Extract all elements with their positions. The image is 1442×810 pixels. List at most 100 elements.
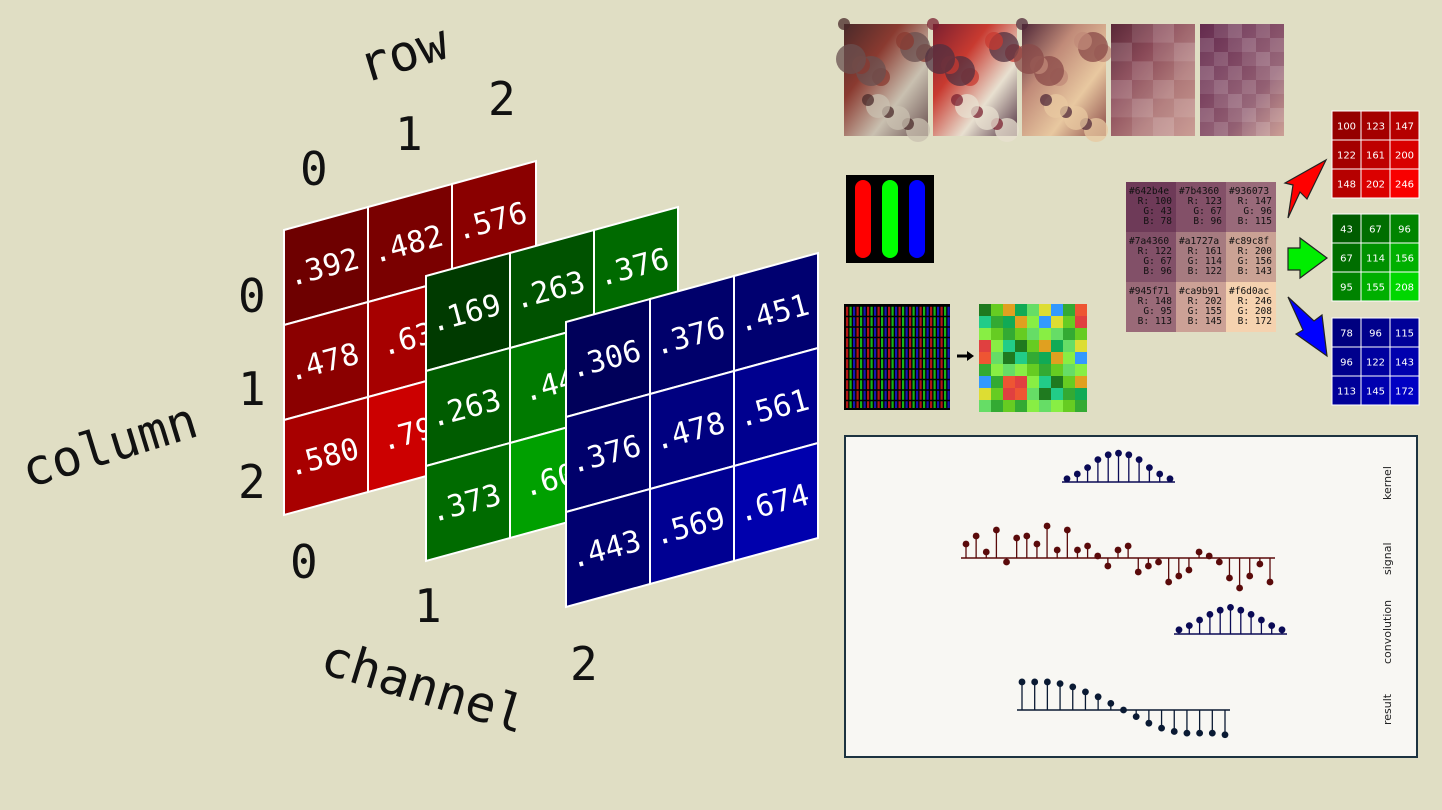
- channel-value: 113: [1337, 387, 1356, 398]
- channel-value: 95: [1340, 283, 1353, 294]
- svg-text:G: 156: G: 156: [1238, 256, 1273, 267]
- svg-text:#c89c8f: #c89c8f: [1229, 236, 1269, 247]
- rgb-bar-1: [882, 180, 898, 258]
- tensor-diagram: .392.482.576.478.63.580.79.169.263.376.2…: [15, 12, 819, 745]
- svg-text:G: 155: G: 155: [1188, 306, 1222, 317]
- image-thumbnails: [836, 18, 1284, 142]
- svg-text:R: 148: R: 148: [1138, 296, 1173, 307]
- subpixel-to-pixel-diagram: [844, 304, 1087, 412]
- arrow-blue-icon: [1287, 296, 1328, 358]
- rgb-bar-2: [909, 180, 925, 258]
- channel-value: 114: [1366, 254, 1385, 265]
- channel-value: 100: [1337, 122, 1356, 133]
- channel-value: 200: [1395, 151, 1414, 162]
- split-arrows: [1283, 158, 1329, 358]
- svg-text:#ca9b91: #ca9b91: [1179, 286, 1219, 297]
- channel-planes: .392.482.576.478.63.580.79.169.263.376.2…: [283, 159, 819, 609]
- channel-plane-blue: .306.376.451.376.478.561.443.569.674: [565, 251, 819, 609]
- signal-label: signal: [1381, 542, 1394, 575]
- cell-blue-2-2: [733, 441, 819, 563]
- svg-text:#642b4e: #642b4e: [1129, 186, 1169, 197]
- panel-frame: [844, 435, 1418, 758]
- channel-value: 208: [1395, 283, 1414, 294]
- svg-text:G: 67: G: 67: [1143, 256, 1172, 267]
- svg-text:B: 172: B: 172: [1238, 316, 1272, 327]
- channel-value: 172: [1395, 387, 1414, 398]
- column-tick-2: 2: [238, 455, 266, 509]
- channel-value: 67: [1340, 254, 1353, 265]
- convolution-panel: kernel signal convolution result: [844, 435, 1418, 758]
- svg-text:#7a4360: #7a4360: [1129, 236, 1169, 247]
- channel-value: 96: [1340, 358, 1353, 369]
- arrow-green-icon: [1287, 236, 1329, 280]
- svg-text:G: 43: G: 43: [1143, 206, 1172, 217]
- svg-text:B: 96: B: 96: [1193, 216, 1222, 227]
- svg-text:R: 246: R: 246: [1238, 296, 1273, 307]
- svg-text:R: 123: R: 123: [1188, 196, 1222, 207]
- column-axis-label: column: [15, 391, 205, 499]
- svg-text:B: 113: B: 113: [1138, 316, 1172, 327]
- svg-text:#f6d0ac: #f6d0ac: [1229, 286, 1269, 297]
- channel-value: 115: [1395, 329, 1414, 340]
- svg-text:#7b4360: #7b4360: [1179, 186, 1219, 197]
- channel-value-grids: 100 123 147 122 161 200 148 202 246 43 67 96 67 114 15…: [1331, 110, 1420, 406]
- channel-value: 148: [1337, 180, 1356, 191]
- svg-text:B: 115: B: 115: [1238, 216, 1272, 227]
- svg-text:B: 143: B: 143: [1238, 266, 1272, 277]
- stem-plot-signal: [961, 522, 1275, 592]
- svg-text:B: 122: B: 122: [1188, 266, 1222, 277]
- column-tick-0: 0: [238, 269, 266, 323]
- result-label: result: [1381, 693, 1394, 725]
- svg-text:#945f71: #945f71: [1129, 286, 1169, 297]
- channel-value: 122: [1366, 358, 1385, 369]
- channel-value: 67: [1369, 225, 1382, 236]
- channel-value: 123: [1366, 122, 1385, 133]
- channel-value: 78: [1340, 329, 1353, 340]
- svg-text:B: 78: B: 78: [1143, 216, 1172, 227]
- stem-plot-result: [1017, 678, 1230, 739]
- channel-value: 156: [1395, 254, 1414, 265]
- svg-text:R: 147: R: 147: [1238, 196, 1272, 207]
- thumbnail-3: [1014, 18, 1112, 142]
- svg-text:G: 114: G: 114: [1188, 256, 1223, 267]
- channel-tick-0: 0: [290, 535, 318, 589]
- channel-value: 143: [1395, 358, 1414, 369]
- channel-value: 155: [1366, 283, 1385, 294]
- channel-value: 145: [1366, 387, 1385, 398]
- channel-value: 122: [1337, 151, 1356, 162]
- rgb-bar-0: [855, 180, 871, 258]
- svg-text:R: 202: R: 202: [1188, 296, 1222, 307]
- svg-text:G: 95: G: 95: [1143, 306, 1172, 317]
- stem-plot-convolution: [1174, 604, 1287, 635]
- row-tick-0: 0: [300, 142, 328, 196]
- channel-tick-1: 1: [414, 579, 442, 633]
- thumbnail-4: [1111, 24, 1195, 136]
- row-tick-2: 2: [488, 72, 516, 126]
- thumbnail-1: [836, 18, 934, 142]
- svg-text:R: 122: R: 122: [1138, 246, 1172, 257]
- kernel-label: kernel: [1381, 466, 1394, 500]
- svg-text:G: 67: G: 67: [1193, 206, 1222, 217]
- channel-tick-2: 2: [570, 637, 598, 691]
- row-axis-label: row: [352, 12, 456, 94]
- stem-plot-kernel: [1062, 449, 1175, 483]
- arrow-right-icon: [957, 351, 974, 361]
- channel-grid-green: 43 67 96 67 114 156 95 155 208: [1331, 213, 1420, 302]
- pixel-mosaic: [979, 304, 1087, 412]
- svg-text:B: 96: B: 96: [1143, 266, 1172, 277]
- subpixel-stripes: [844, 305, 950, 408]
- row-tick-1: 1: [395, 107, 423, 161]
- svg-text:B: 145: B: 145: [1188, 316, 1222, 327]
- convolution-label: convolution: [1381, 600, 1394, 664]
- tick-labels: 0 1 2 0 1 2 0 1 2: [238, 72, 598, 691]
- channel-value: 202: [1366, 180, 1385, 191]
- thumbnail-5: [1200, 24, 1284, 136]
- thumbnail-2: [925, 18, 1023, 142]
- svg-text:#936073: #936073: [1229, 186, 1269, 197]
- channel-grid-blue: 78 96 115 96 122 143 113 145 172: [1331, 317, 1420, 406]
